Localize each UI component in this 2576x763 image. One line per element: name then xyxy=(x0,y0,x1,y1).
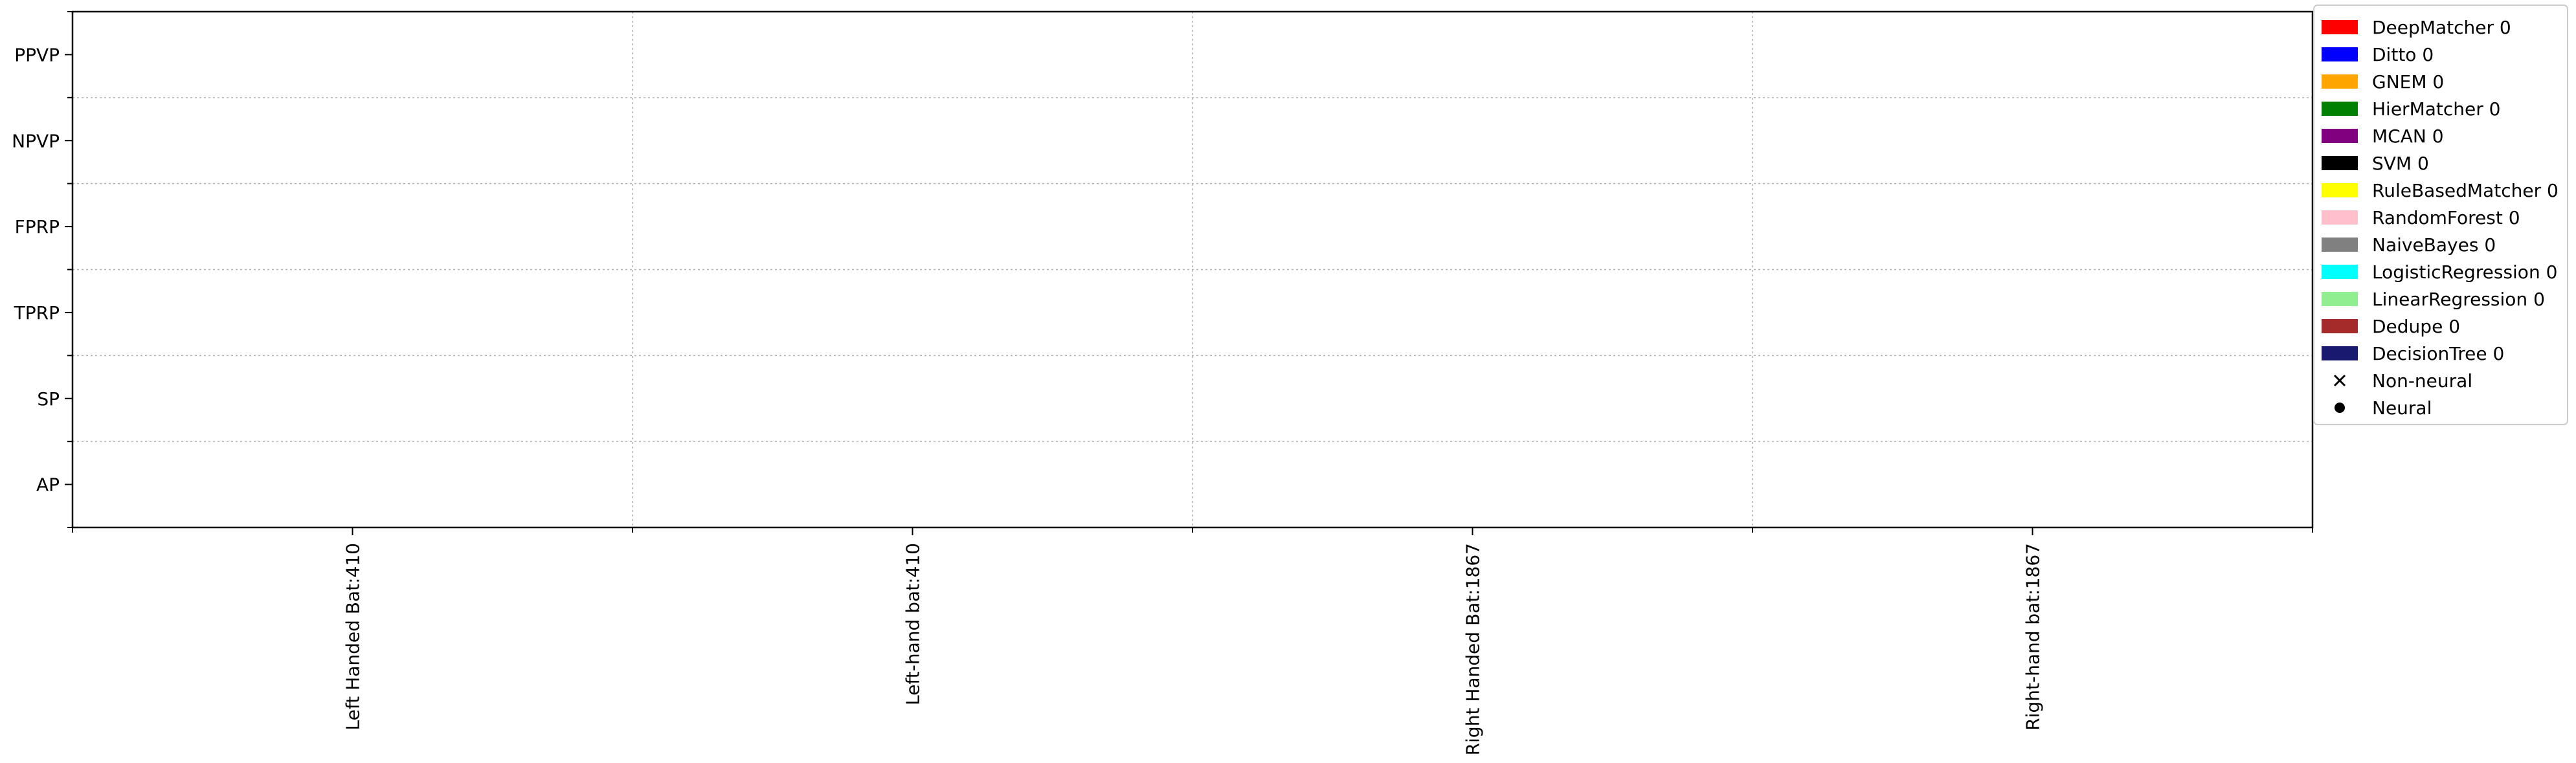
legend-entry: RandomForest 0 xyxy=(2372,207,2520,228)
legend-box xyxy=(2313,5,2568,425)
legend-marker-x xyxy=(2333,374,2346,387)
gridlines xyxy=(73,12,2313,527)
legend-swatch xyxy=(2322,20,2358,34)
legend-swatch xyxy=(2322,265,2358,279)
legend-entry: MCAN 0 xyxy=(2372,126,2444,147)
legend-swatch xyxy=(2322,156,2358,170)
legend-swatch xyxy=(2322,183,2358,197)
legend-swatch xyxy=(2322,47,2358,61)
legend-marker-entry: Neural xyxy=(2372,397,2432,419)
legend-entry: GNEM 0 xyxy=(2372,71,2444,93)
x-tick-label: Right-hand bat:1867 xyxy=(2022,543,2044,731)
legend-entry: HierMatcher 0 xyxy=(2372,98,2500,120)
y-tick-label: FPRP xyxy=(15,216,60,238)
x-axis-tick-labels: Left Handed Bat:410 Left-hand bat:410 Righ… xyxy=(342,543,2044,755)
y-tick-label: PPVP xyxy=(14,44,60,65)
plot-frame xyxy=(71,10,2314,529)
x-tick-label: Right Handed Bat:1867 xyxy=(1462,543,1484,755)
legend-swatch xyxy=(2322,74,2358,89)
legend: DeepMatcher 0 Ditto 0 GNEM 0 HierMatcher 0 M… xyxy=(2313,5,2568,425)
y-axis-tick-labels: PPVP NPVP FPRP TPRP SP AP xyxy=(12,44,60,495)
legend-entry: LinearRegression 0 xyxy=(2372,289,2545,310)
legend-swatch xyxy=(2322,129,2358,143)
y-tick-label: TPRP xyxy=(14,302,60,324)
y-tick-label: AP xyxy=(36,474,60,496)
legend-entry: Dedupe 0 xyxy=(2372,316,2460,337)
legend-entry: Ditto 0 xyxy=(2372,44,2434,65)
legend-entry: DeepMatcher 0 xyxy=(2372,17,2511,38)
axis-ticks xyxy=(65,11,2313,535)
y-tick-label: SP xyxy=(37,388,60,410)
legend-entry: SVM 0 xyxy=(2372,153,2429,174)
legend-marker-dot xyxy=(2335,403,2345,413)
x-tick-label: Left Handed Bat:410 xyxy=(342,543,364,730)
legend-entry: LogisticRegression 0 xyxy=(2372,261,2557,283)
legend-swatch xyxy=(2322,292,2358,306)
legend-swatch xyxy=(2322,319,2358,333)
legend-swatch xyxy=(2322,238,2358,252)
legend-entry: RuleBasedMatcher 0 xyxy=(2372,180,2559,201)
legend-swatch xyxy=(2322,102,2358,116)
legend-entry: DecisionTree 0 xyxy=(2372,343,2504,364)
y-tick-label: NPVP xyxy=(12,130,60,151)
legend-entry: NaiveBayes 0 xyxy=(2372,234,2496,256)
legend-swatch xyxy=(2322,210,2358,225)
x-tick-label: Left-hand bat:410 xyxy=(902,543,924,705)
legend-swatch xyxy=(2322,346,2358,360)
legend-marker-entry: Non-neural xyxy=(2372,370,2472,392)
